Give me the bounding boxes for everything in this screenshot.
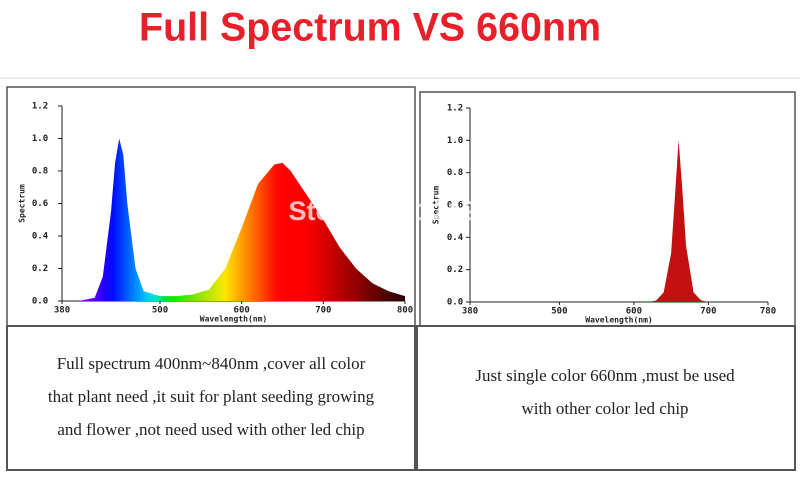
x-tick-label: 500 (152, 306, 168, 316)
y-tick-label: 1.0 (447, 136, 463, 146)
page-title: Full Spectrum VS 660nm (139, 6, 601, 50)
y-tick-label: 0.8 (32, 167, 48, 177)
caption-line: Full spectrum 400nm~840nm ,cover all col… (57, 354, 366, 373)
y-tick-label: 0.0 (32, 297, 48, 307)
x-tick-label: 700 (700, 307, 716, 317)
x-tick-label: 700 (315, 306, 331, 316)
x-tick-label: 800 (397, 306, 413, 316)
y-tick-label: 1.2 (32, 102, 48, 112)
x-tick-label: 380 (54, 306, 70, 316)
spectrum-area (62, 138, 405, 301)
x-tick-label: 600 (626, 307, 642, 317)
caption-line: with other color led chip (521, 399, 688, 418)
x-tick-label: 780 (760, 307, 776, 317)
captions: Full spectrum 400nm~840nm ,cover all col… (48, 354, 735, 439)
y-tick-label: 0.4 (32, 232, 49, 242)
y-tick-label: 0.0 (447, 298, 463, 308)
y-tick-label: 0.2 (32, 264, 48, 274)
y-tick-label: 0.6 (32, 199, 48, 209)
y-tick-label: 1.0 (32, 134, 48, 144)
y-axis-label: Spectrum (18, 184, 27, 223)
y-axis-label: Spectrum (432, 186, 441, 225)
y-tick-label: 0.2 (447, 265, 463, 275)
x-axis-label: Wavelength(nm) (200, 315, 267, 324)
watermark: Store No: 121917 (288, 196, 507, 226)
y-tick-label: 0.4 (447, 233, 464, 243)
x-tick-label: 500 (551, 307, 567, 317)
caption-panel (416, 325, 796, 471)
y-tick-label: 0.8 (447, 168, 463, 178)
charts: 0.0 0.2 0.4 0.6 0.8 1.0 1.2 380 500 600 700 800 Wave… (18, 102, 777, 325)
caption-panel (6, 325, 416, 471)
y-tick-label: 1.2 (447, 104, 463, 114)
x-tick-label: 380 (462, 307, 478, 317)
y-tick-label: 0.6 (447, 201, 463, 211)
x-axis-label: Wavelength(nm) (585, 316, 652, 325)
x-tick-label: 600 (234, 306, 250, 316)
caption-line: Just single color 660nm ,must be used (475, 366, 735, 385)
caption-line: that plant need ,it suit for plant seedi… (48, 387, 375, 406)
caption-line: and flower ,not need used with other led… (57, 420, 364, 439)
